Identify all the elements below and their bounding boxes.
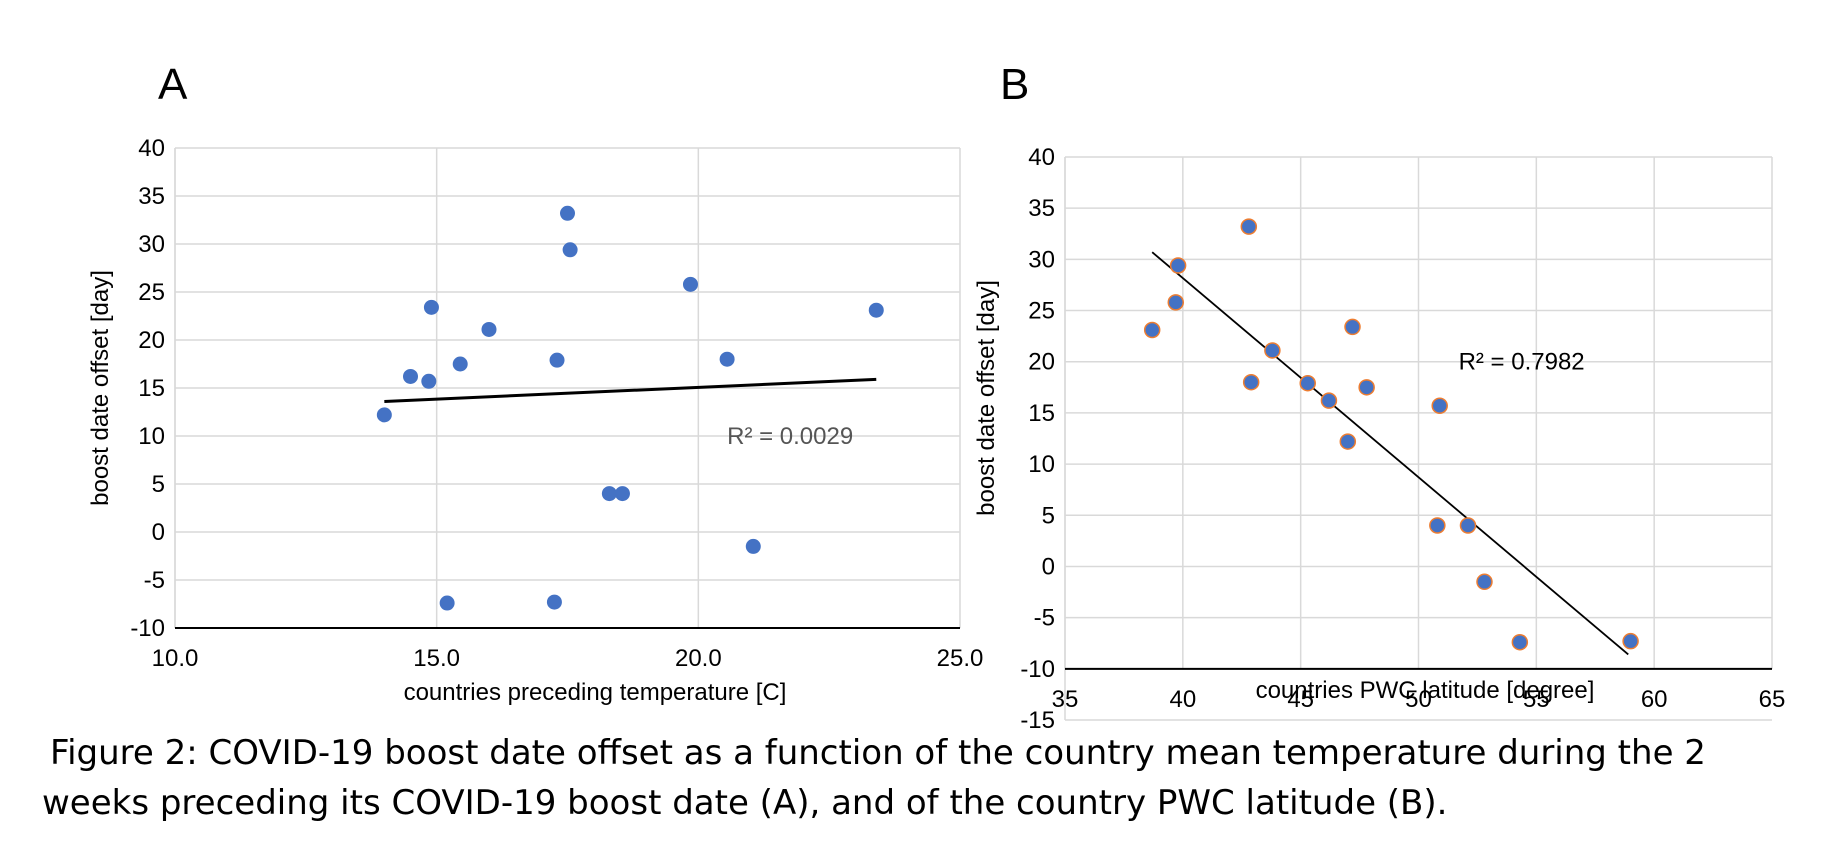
chart-a-y-tick-label: 25 [138,279,165,306]
chart-b-point [1344,318,1361,336]
chart-b-x-axis-label: countries PWC latitude [degree] [1256,677,1595,704]
chart-b-point [1358,379,1375,396]
chart-a-point [614,486,630,502]
chart-a-y-tick-label: -5 [144,567,165,594]
chart-b-point [1476,573,1493,591]
chart-a-point [562,242,578,258]
panel-a-label: A [158,60,188,109]
chart-a-point [452,356,468,372]
chart-a: 40 35 30 25 20 15 10 5 0 -5 -10 10.0 15.0 20.0 25.0 R… [87,135,983,706]
chart-a-point [421,373,437,389]
chart-b-trendline [1151,251,1629,656]
chart-b-y-tick-label: 25 [1028,298,1055,325]
chart-a-y-tick-label: 20 [138,327,165,354]
chart-b-grid [1064,156,1773,721]
chart-a-point [481,321,497,337]
chart-b-point [1339,433,1357,450]
chart-a-y-tick-label: 35 [138,183,165,210]
chart-b-points [1143,218,1639,651]
chart-b-point [1167,294,1185,311]
chart-b-y-tick-label: 15 [1028,400,1055,427]
chart-a-y-axis-label: boost date offset [day] [87,270,114,506]
chart-b-x-tick-label: 55 [1523,686,1550,713]
chart-b-r2-label: R² = 0.7982 [1459,349,1585,376]
chart-a-point [601,486,617,502]
chart-a-x-tick-label: 15.0 [413,645,460,672]
chart-b-y-axis-label: boost date offset [day] [973,280,1000,516]
chart-a-y-tick-label: 10 [138,423,165,450]
chart-b-point [1143,321,1161,339]
chart-a-point [745,538,761,554]
chart-b-x-tick-label: 50 [1405,686,1432,713]
caption-line-1: Figure 2: COVID-19 boost date offset as … [50,733,1706,773]
chart-a-point [682,276,698,292]
chart-a-trendline-group [384,377,877,403]
chart-a-x-tick-label: 20.0 [675,645,722,672]
chart-b-y-tick-label: 30 [1028,246,1055,273]
chart-b-point [1240,218,1258,235]
chart-a-point [439,595,455,611]
chart-a-y-tick-label: 40 [138,135,165,162]
chart-a-point [376,407,392,423]
chart-a-y-tick-label: -10 [130,615,165,642]
chart-b-y-tick-label: 35 [1028,195,1055,222]
chart-a-point [549,352,565,368]
chart-b-x-tick-label: 60 [1641,686,1668,713]
chart-a-x-axis-label: countries preceding temperature [C] [404,679,787,706]
chart-a-point [423,299,439,315]
chart-b-y-tick-label: -5 [1034,605,1055,632]
panel-b-label: B [1000,60,1030,109]
chart-b-y-tick-label: 10 [1028,451,1055,478]
chart-b-point [1242,373,1260,391]
chart-a-trendline [384,377,877,403]
chart-a-x-ticks: 10.0 15.0 20.0 25.0 [152,645,984,672]
chart-a-point [719,351,735,367]
chart-b-x-tick-label: 45 [1287,686,1314,713]
chart-b-point [1431,397,1448,414]
chart-b-trendline-group [1151,251,1629,656]
chart-a-point [868,302,884,318]
chart-a-x-tick-label: 25.0 [937,645,984,672]
chart-a-axes [174,148,960,629]
chart-b-y-ticks: 40 35 30 25 20 15 10 5 0 -5 -10 -15 [1020,144,1055,734]
chart-b-point [1429,517,1446,534]
chart-a-r2-label: R² = 0.0029 [727,423,853,450]
chart-b-y-tick-label: 40 [1028,144,1055,171]
chart-a-x-tick-label: 10.0 [152,645,199,672]
chart-a-point [560,205,575,221]
caption-line-2: weeks preceding its COVID-19 boost date … [42,783,1448,823]
chart-b-y-tick-label: -10 [1020,656,1055,683]
chart-b-axes [1064,157,1772,720]
chart-a-y-tick-label: 15 [138,375,165,402]
chart-b-point [1320,392,1338,409]
chart-a-points [376,205,884,611]
chart-b-point [1459,517,1477,534]
chart-b-y-tick-label: 20 [1028,349,1055,376]
chart-b-x-tick-label: 35 [1052,686,1079,713]
chart-a-y-tick-label: 30 [138,231,165,258]
chart-b-point [1511,633,1529,651]
chart-a-y-ticks: 40 35 30 25 20 15 10 5 0 -5 -10 [130,135,165,642]
chart-b-y-tick-label: 5 [1042,502,1055,529]
chart-a-point [546,594,562,610]
chart-a-point [403,368,418,384]
chart-b-x-tick-label: 40 [1169,686,1196,713]
chart-b-point [1622,632,1639,650]
chart-b-x-ticks: 35 40 45 50 55 60 65 [1052,686,1786,713]
figure-caption: Figure 2: COVID-19 boost date offset as … [42,728,1822,828]
chart-b-point [1169,257,1187,274]
chart-a-y-tick-label: 5 [152,471,165,498]
chart-b-x-tick-label: 65 [1759,686,1786,713]
chart-a-y-tick-label: 0 [152,519,165,546]
chart-b-point [1264,342,1281,359]
chart-b-point [1299,374,1316,392]
chart-b-y-tick-label: -15 [1020,707,1055,734]
chart-b-y-tick-label: 0 [1042,553,1055,580]
